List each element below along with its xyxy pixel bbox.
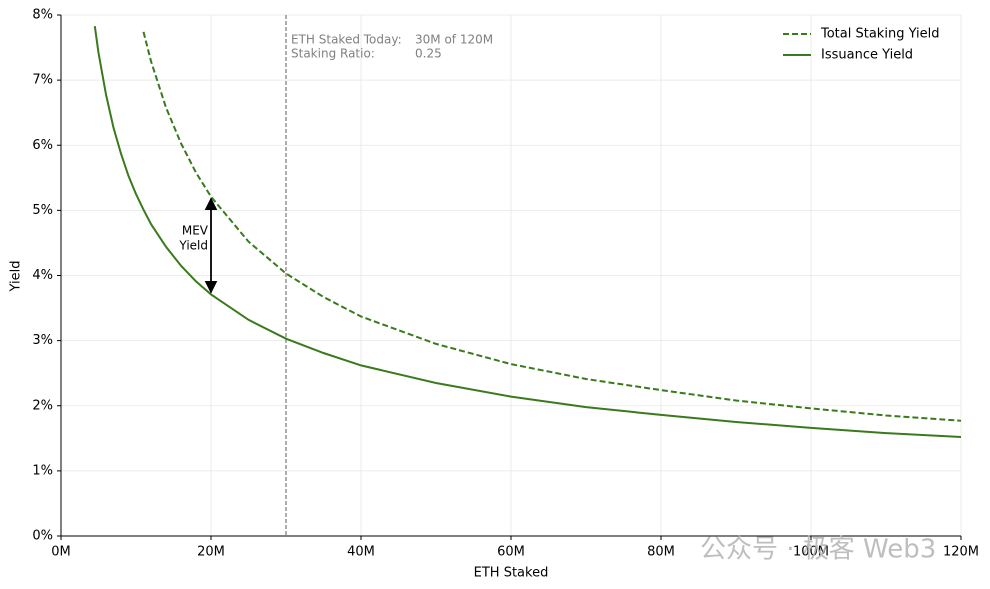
info-value: 30M of 120M (415, 33, 493, 47)
legend-label: Total Staking Yield (820, 27, 940, 42)
y-tick-label: 7% (32, 73, 53, 88)
watermark: 公众号 · 极客 Web3 (700, 535, 936, 565)
legend-label: Issuance Yield (821, 48, 913, 63)
lines (93, 25, 961, 438)
x-tick-label: 0M (51, 545, 71, 560)
y-tick-label: 5% (32, 203, 53, 218)
series-line (142, 31, 961, 422)
x-tick-label: 80M (647, 545, 675, 560)
x-tick-label: 120M (943, 545, 979, 560)
info-value: 0.25 (415, 47, 442, 61)
y-tick-label: 2% (32, 398, 53, 413)
x-tick-label: 20M (197, 545, 225, 560)
info-label: ETH Staked Today: (291, 33, 402, 47)
info-label: Staking Ratio: (291, 47, 375, 61)
y-tick-label: 0% (32, 529, 53, 544)
y-tick-label: 1% (32, 463, 53, 478)
mev-label: Yield (178, 239, 208, 253)
x-axis-label: ETH Staked (474, 566, 549, 581)
y-tick-label: 8% (32, 8, 53, 23)
y-tick-label: 6% (32, 138, 53, 153)
mev-label: MEV (182, 224, 209, 238)
x-tick-label: 40M (347, 545, 375, 560)
series-line (93, 25, 961, 438)
y-tick-label: 4% (32, 268, 53, 283)
x-tick-label: 100M (793, 545, 829, 560)
y-axis-label: Yield (9, 261, 24, 293)
y-tick-label: 3% (32, 333, 53, 348)
x-tick-label: 60M (497, 545, 525, 560)
